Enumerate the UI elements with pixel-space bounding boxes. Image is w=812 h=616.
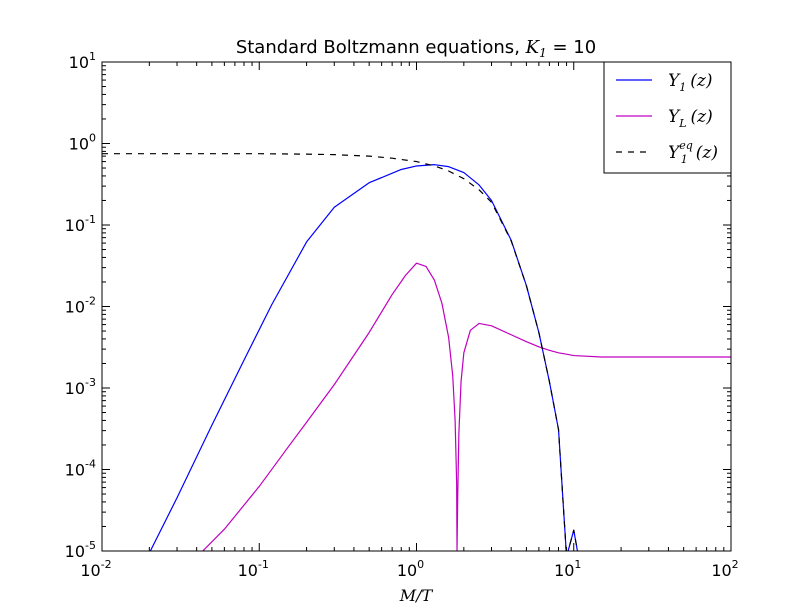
- x-tick-label: 10-2: [80, 558, 111, 580]
- x-tick-label: 100: [397, 558, 424, 580]
- legend: Y1 (z) YL (z) Yeq 1 (z): [603, 61, 732, 174]
- x-tick-label: 102: [711, 558, 738, 580]
- legend-label-2: Yeq 1 (z): [668, 139, 718, 166]
- series-layer: [102, 153, 731, 551]
- y-tick-label: 10-3: [65, 376, 96, 398]
- y-tick-label: 10-1: [65, 213, 96, 235]
- series-line-1: [202, 262, 731, 551]
- tick-labels: 10-2 10-1 100 101 102 10-5 10-4 10-3 10-2 10-1 100…: [65, 50, 739, 580]
- legend-label-0: Y1 (z): [668, 71, 712, 94]
- series-line-0: [149, 164, 602, 551]
- y-tick-label: 101: [69, 50, 96, 72]
- y-tick-label: 10-5: [65, 539, 96, 561]
- chart-title: Standard Boltzmann equations, K1 = 10: [236, 37, 596, 60]
- y-tick-label: 10-2: [65, 295, 96, 317]
- legend-label-1: YL (z): [668, 107, 713, 130]
- x-tick-label: 10-1: [238, 558, 269, 580]
- x-axis-label: M/T: [399, 586, 434, 605]
- x-tick-label: 101: [554, 558, 581, 580]
- y-tick-label: 100: [69, 132, 96, 154]
- series-line-2: [102, 153, 602, 551]
- y-tick-label: 10-4: [65, 458, 96, 480]
